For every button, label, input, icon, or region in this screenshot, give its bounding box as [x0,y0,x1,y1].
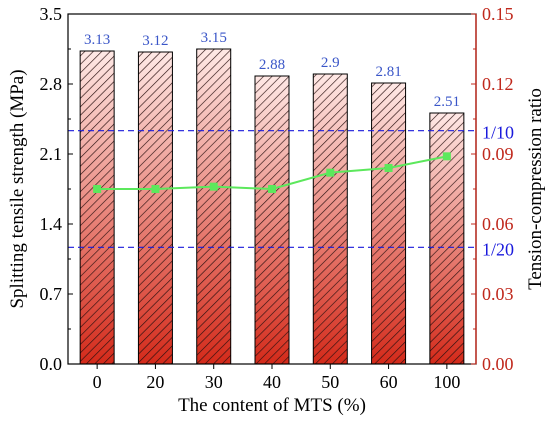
bar-value-label: 2.9 [321,55,340,71]
bar-value-label: 2.88 [259,57,285,73]
bar [429,112,465,365]
ratio-marker [384,164,393,172]
left-axis-ticks: 0.0 0.7 1.4 2.1 2.8 3.5 [40,4,73,374]
bar [312,73,348,365]
right-tick-label: 0.03 [482,284,514,304]
bar-series [79,48,465,365]
reference-line-label: 1/10 [482,123,514,143]
bar [79,50,115,365]
x-tick-label: 100 [433,372,460,392]
bar [371,82,407,365]
x-tick-label: 60 [380,372,398,392]
bar-value-labels: 3.13 3.12 3.15 2.88 2.9 2.81 2.51 [84,30,460,110]
ratio-marker [326,168,335,177]
ratio-marker [151,185,160,193]
right-axis-ticks: 0.00 0.03 0.06 0.09 0.12 0.15 [471,4,514,374]
left-tick-label: 1.4 [40,214,63,234]
right-tick-label: 0.12 [482,74,514,94]
left-axis-title: Splitting tensile strength (MPa) [7,69,28,308]
x-axis-ticks: 0 20 30 40 50 60 100 [93,364,460,392]
right-tick-label: 0.09 [482,144,514,164]
ratio-marker [209,182,218,191]
x-tick-label: 20 [146,372,164,392]
bar [196,48,232,365]
ratio-line-series [93,152,451,193]
x-tick-label: 50 [321,372,339,392]
bar [254,75,290,365]
ratio-marker [93,185,102,193]
bar-value-label: 2.51 [434,94,460,110]
bar-value-label: 3.15 [201,30,227,46]
right-tick-label: 0.06 [482,214,514,234]
right-tick-label: 0.00 [482,354,514,374]
x-tick-label: 40 [263,372,281,392]
left-tick-label: 2.1 [40,144,63,164]
reference-line-label: 1/20 [482,239,514,259]
left-tick-label: 3.5 [40,4,63,24]
ratio-marker [442,152,451,161]
bar-value-label: 3.12 [142,33,168,49]
x-tick-label: 0 [93,372,102,392]
ratio-marker [268,185,276,193]
bar [137,51,173,365]
reference-lines: 1/10 1/20 [68,123,514,259]
right-axis-title: Tension-compression ratio [525,88,546,290]
x-axis-title: The content of MTS (%) [178,395,366,416]
bar-value-label: 2.81 [375,64,401,80]
left-tick-label: 2.8 [40,74,63,94]
left-tick-label: 0.0 [40,354,63,374]
x-tick-label: 30 [205,372,223,392]
right-tick-label: 0.15 [482,4,514,24]
bar-value-label: 3.13 [84,32,110,48]
left-tick-label: 0.7 [40,284,63,304]
